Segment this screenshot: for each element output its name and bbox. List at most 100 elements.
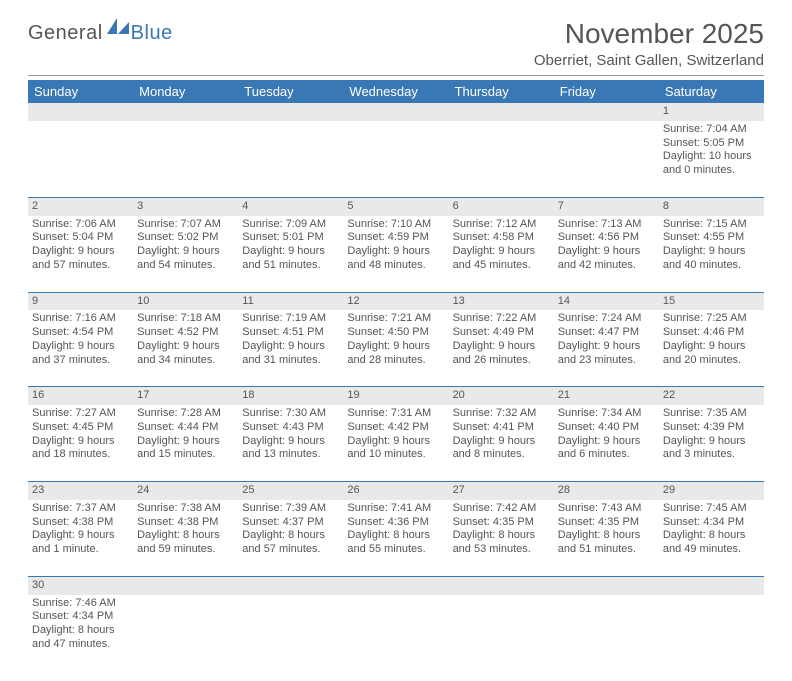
day-number-cell [133, 576, 238, 594]
day-number-cell: 11 [238, 292, 343, 310]
calendar-table: Sunday Monday Tuesday Wednesday Thursday… [28, 80, 764, 671]
sunrise-line: Sunrise: 7:30 AM [242, 407, 339, 421]
daylight-line: Daylight: 9 hours and 54 minutes. [137, 245, 234, 273]
sunrise-line: Sunrise: 7:27 AM [32, 407, 129, 421]
calendar-week-row: Sunrise: 7:27 AMSunset: 4:45 PMDaylight:… [28, 405, 764, 482]
calendar-day-cell: Sunrise: 7:37 AMSunset: 4:38 PMDaylight:… [28, 500, 133, 577]
calendar-head: Sunday Monday Tuesday Wednesday Thursday… [28, 80, 764, 103]
sunrise-line: Sunrise: 7:38 AM [137, 502, 234, 516]
day-number-cell: 10 [133, 292, 238, 310]
day-number-cell: 30 [28, 576, 133, 594]
day-number-cell [133, 103, 238, 121]
calendar-day-cell: Sunrise: 7:31 AMSunset: 4:42 PMDaylight:… [343, 405, 448, 482]
day-number-cell: 29 [659, 482, 764, 500]
day-number-cell: 17 [133, 387, 238, 405]
calendar-day-cell: Sunrise: 7:32 AMSunset: 4:41 PMDaylight:… [449, 405, 554, 482]
day-number-cell: 19 [343, 387, 448, 405]
day-number-cell: 3 [133, 197, 238, 215]
calendar-day-cell [659, 595, 764, 671]
day-number-cell: 16 [28, 387, 133, 405]
day-number-cell: 21 [554, 387, 659, 405]
calendar-day-cell [133, 595, 238, 671]
sunset-line: Sunset: 4:56 PM [558, 231, 655, 245]
day-header-row: Sunday Monday Tuesday Wednesday Thursday… [28, 80, 764, 103]
sunrise-line: Sunrise: 7:32 AM [453, 407, 550, 421]
day-header: Wednesday [343, 80, 448, 103]
sunset-line: Sunset: 4:59 PM [347, 231, 444, 245]
daylight-line: Daylight: 9 hours and 26 minutes. [453, 340, 550, 368]
calendar-day-cell: Sunrise: 7:24 AMSunset: 4:47 PMDaylight:… [554, 310, 659, 387]
day-number-cell [28, 103, 133, 121]
sunrise-line: Sunrise: 7:24 AM [558, 312, 655, 326]
day-number-cell [238, 576, 343, 594]
daylight-line: Daylight: 9 hours and 10 minutes. [347, 435, 444, 463]
daylight-line: Daylight: 9 hours and 13 minutes. [242, 435, 339, 463]
sunrise-line: Sunrise: 7:31 AM [347, 407, 444, 421]
day-number-cell: 26 [343, 482, 448, 500]
calendar-day-cell [449, 121, 554, 198]
day-number-cell [554, 103, 659, 121]
day-number-row: 1 [28, 103, 764, 121]
sunset-line: Sunset: 4:52 PM [137, 326, 234, 340]
daylight-line: Daylight: 8 hours and 51 minutes. [558, 529, 655, 557]
sunset-line: Sunset: 4:37 PM [242, 516, 339, 530]
daylight-line: Daylight: 8 hours and 57 minutes. [242, 529, 339, 557]
daylight-line: Daylight: 8 hours and 47 minutes. [32, 624, 129, 652]
sunrise-line: Sunrise: 7:22 AM [453, 312, 550, 326]
calendar-day-cell: Sunrise: 7:27 AMSunset: 4:45 PMDaylight:… [28, 405, 133, 482]
day-number-cell: 12 [343, 292, 448, 310]
daylight-line: Daylight: 9 hours and 28 minutes. [347, 340, 444, 368]
sunset-line: Sunset: 5:04 PM [32, 231, 129, 245]
calendar-day-cell [449, 595, 554, 671]
day-number-cell: 2 [28, 197, 133, 215]
sunset-line: Sunset: 4:35 PM [558, 516, 655, 530]
calendar-day-cell [554, 595, 659, 671]
day-number-cell [554, 576, 659, 594]
sunrise-line: Sunrise: 7:35 AM [663, 407, 760, 421]
day-number-cell: 18 [238, 387, 343, 405]
daylight-line: Daylight: 9 hours and 57 minutes. [32, 245, 129, 273]
sunset-line: Sunset: 4:34 PM [32, 610, 129, 624]
calendar-day-cell: Sunrise: 7:46 AMSunset: 4:34 PMDaylight:… [28, 595, 133, 671]
logo-sail-icon [107, 18, 129, 39]
day-header: Friday [554, 80, 659, 103]
calendar-day-cell: Sunrise: 7:34 AMSunset: 4:40 PMDaylight:… [554, 405, 659, 482]
sunset-line: Sunset: 4:38 PM [137, 516, 234, 530]
sunrise-line: Sunrise: 7:37 AM [32, 502, 129, 516]
calendar-day-cell: Sunrise: 7:25 AMSunset: 4:46 PMDaylight:… [659, 310, 764, 387]
day-number-cell: 27 [449, 482, 554, 500]
day-number-cell: 25 [238, 482, 343, 500]
calendar-day-cell: Sunrise: 7:09 AMSunset: 5:01 PMDaylight:… [238, 216, 343, 293]
calendar-day-cell [28, 121, 133, 198]
daylight-line: Daylight: 9 hours and 8 minutes. [453, 435, 550, 463]
page: General Blue November 2025 Oberriet, Sai… [0, 0, 792, 681]
calendar-day-cell: Sunrise: 7:04 AMSunset: 5:05 PMDaylight:… [659, 121, 764, 198]
sunrise-line: Sunrise: 7:06 AM [32, 218, 129, 232]
day-header: Thursday [449, 80, 554, 103]
calendar-week-row: Sunrise: 7:46 AMSunset: 4:34 PMDaylight:… [28, 595, 764, 671]
day-number-cell: 23 [28, 482, 133, 500]
calendar-body: 1Sunrise: 7:04 AMSunset: 5:05 PMDaylight… [28, 103, 764, 671]
sunrise-line: Sunrise: 7:39 AM [242, 502, 339, 516]
day-number-cell [449, 576, 554, 594]
logo: General Blue [28, 18, 173, 45]
day-number-row: 9101112131415 [28, 292, 764, 310]
day-number-row: 2345678 [28, 197, 764, 215]
calendar-day-cell: Sunrise: 7:39 AMSunset: 4:37 PMDaylight:… [238, 500, 343, 577]
daylight-line: Daylight: 8 hours and 55 minutes. [347, 529, 444, 557]
calendar-day-cell [133, 121, 238, 198]
calendar-day-cell: Sunrise: 7:43 AMSunset: 4:35 PMDaylight:… [554, 500, 659, 577]
sunrise-line: Sunrise: 7:45 AM [663, 502, 760, 516]
calendar-day-cell: Sunrise: 7:19 AMSunset: 4:51 PMDaylight:… [238, 310, 343, 387]
sunrise-line: Sunrise: 7:18 AM [137, 312, 234, 326]
sunrise-line: Sunrise: 7:42 AM [453, 502, 550, 516]
sunset-line: Sunset: 4:47 PM [558, 326, 655, 340]
calendar-day-cell [343, 121, 448, 198]
sunrise-line: Sunrise: 7:13 AM [558, 218, 655, 232]
daylight-line: Daylight: 8 hours and 53 minutes. [453, 529, 550, 557]
calendar-day-cell: Sunrise: 7:21 AMSunset: 4:50 PMDaylight:… [343, 310, 448, 387]
day-number-cell [238, 103, 343, 121]
day-number-row: 23242526272829 [28, 482, 764, 500]
calendar-week-row: Sunrise: 7:16 AMSunset: 4:54 PMDaylight:… [28, 310, 764, 387]
daylight-line: Daylight: 9 hours and 18 minutes. [32, 435, 129, 463]
